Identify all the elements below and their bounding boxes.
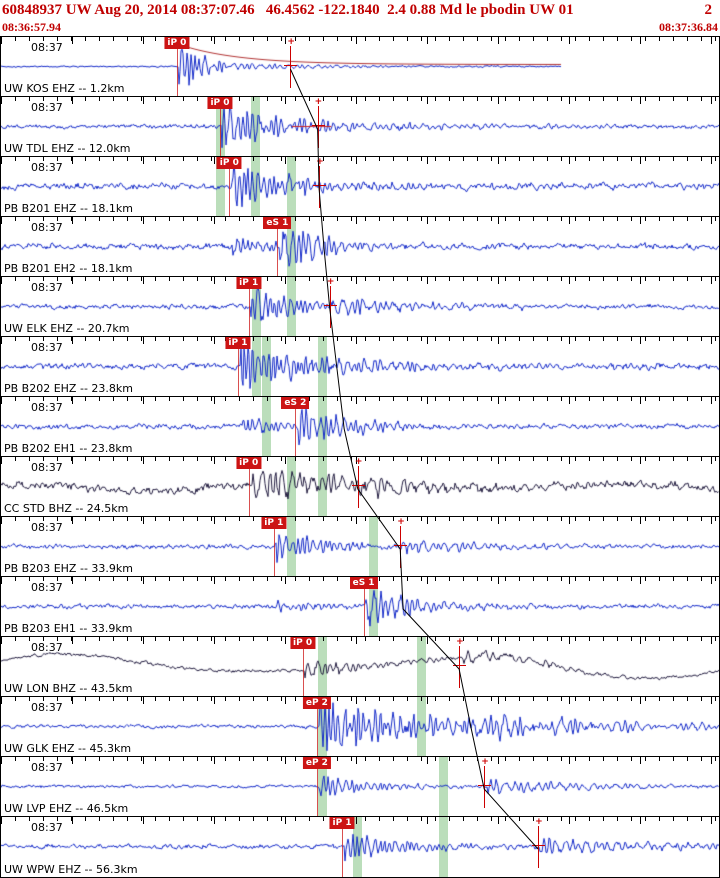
phase-pick-marker[interactable]: iP 1 (225, 337, 251, 349)
phase-pick-marker[interactable]: iP 0 (216, 157, 242, 169)
s-arrival-marker[interactable] (394, 517, 408, 568)
station-label: PB B202 EH1 -- 23.8km (4, 442, 133, 455)
pick-line (248, 457, 250, 516)
event-header-row: 60848937 UW Aug 20, 2014 08:37:07.46 46.… (0, 0, 720, 20)
time-ticks (1, 397, 719, 404)
s-arrival-marker[interactable] (478, 757, 492, 808)
phase-pick-marker[interactable]: iP 1 (236, 277, 262, 289)
trace-minute-label: 08:37 (31, 341, 63, 354)
time-ticks (1, 637, 719, 644)
pick-line (176, 37, 178, 96)
station-label: UW ELK EHZ -- 20.7km (4, 322, 130, 335)
header: 60848937 UW Aug 20, 2014 08:37:07.46 46.… (0, 0, 720, 36)
s-arrival-marker[interactable] (351, 457, 365, 508)
s-arrival-marker[interactable] (284, 37, 298, 88)
window-end-time: 08:37:36.84 (659, 20, 718, 34)
s-arrival-marker[interactable] (323, 277, 337, 328)
station-label: UW TDL EHZ -- 12.0km (4, 142, 131, 155)
trace-panel[interactable]: 08:37 PB B201 EHZ -- 18.1km iP 0 (1, 157, 719, 217)
trace-minute-label: 08:37 (31, 701, 63, 714)
pick-line (219, 97, 221, 156)
pick-line (237, 337, 239, 396)
trace-panel[interactable]: 08:37 UW GLK EHZ -- 45.3km eP 2 (1, 697, 719, 757)
phase-pick-marker[interactable]: iP 1 (329, 817, 355, 829)
trace-minute-label: 08:37 (31, 461, 63, 474)
trace-minute-label: 08:37 (31, 521, 63, 534)
trace-panel[interactable]: 08:37 PB B202 EH1 -- 23.8km eS 2 (1, 397, 719, 457)
pick-line (273, 517, 275, 576)
station-label: UW LVP EHZ -- 46.5km (4, 802, 129, 815)
time-ticks (1, 757, 719, 764)
time-ticks (1, 517, 719, 524)
trace-minute-label: 08:37 (31, 101, 63, 114)
time-ticks (1, 97, 719, 104)
trace-panel[interactable]: 08:37 PB B202 EHZ -- 23.8km iP 1 (1, 337, 719, 397)
trace-stack: 08:37 UW KOS EHZ -- 1.2km iP 0 08:37 UW TDL … (1, 37, 719, 877)
station-label: UW GLK EHZ -- 45.3km (4, 742, 132, 755)
trace-minute-label: 08:37 (31, 221, 63, 234)
trace-panel[interactable]: 08:37 PB B201 EH2 -- 18.1km eS 1 (1, 217, 719, 277)
phase-pick-marker[interactable]: eP 2 (302, 697, 331, 709)
phase-pick-marker[interactable]: iP 0 (290, 637, 316, 649)
trace-panel[interactable]: 08:37 PB B203 EH1 -- 33.9km eS 1 (1, 577, 719, 637)
station-label: UW WPW EHZ -- 56.3km (4, 863, 138, 876)
trace-panel[interactable]: 08:37 UW LON BHZ -- 43.5km iP 0 (1, 637, 719, 697)
phase-pick-marker[interactable]: iP 0 (236, 457, 262, 469)
time-ticks (1, 817, 719, 824)
trace-panel[interactable]: 08:37 UW KOS EHZ -- 1.2km iP 0 (1, 37, 719, 97)
trace-minute-label: 08:37 (31, 41, 63, 54)
phase-pick-marker[interactable]: iP 0 (164, 37, 190, 49)
trace-minute-label: 08:37 (31, 581, 63, 594)
time-ticks (1, 697, 719, 704)
trace-minute-label: 08:37 (31, 281, 63, 294)
phase-pick-marker[interactable]: eP 2 (302, 757, 331, 769)
s-arrival-marker[interactable] (313, 157, 327, 208)
station-label: CC STD BHZ -- 24.5km (4, 502, 129, 515)
trace-panel[interactable]: 08:37 UW TDL EHZ -- 12.0km iP 0 (1, 97, 719, 157)
window-start-time: 08:36:57.94 (2, 20, 61, 34)
time-window-row: 08:36:57.94 08:37:36.84 (0, 20, 720, 36)
trace-panel[interactable]: 08:37 CC STD BHZ -- 24.5km iP 0 (1, 457, 719, 517)
station-label: UW KOS EHZ -- 1.2km (4, 82, 125, 95)
time-ticks (1, 157, 719, 164)
station-label: PB B201 EH2 -- 18.1km (4, 262, 133, 275)
station-label: PB B203 EH1 -- 33.9km (4, 622, 133, 635)
time-ticks (1, 217, 719, 224)
pick-line (229, 157, 231, 216)
trace-panel[interactable]: 08:37 UW LVP EHZ -- 46.5km eP 2 (1, 757, 719, 817)
station-label: PB B203 EHZ -- 33.9km (4, 562, 133, 575)
trace-minute-label: 08:37 (31, 761, 63, 774)
s-arrival-marker[interactable] (453, 637, 467, 688)
station-label: PB B201 EHZ -- 18.1km (4, 202, 133, 215)
trace-minute-label: 08:37 (31, 401, 63, 414)
trace-panel[interactable]: 08:37 UW ELK EHZ -- 20.7km iP 1 (1, 277, 719, 337)
pick-line (277, 217, 279, 276)
phase-pick-marker[interactable]: iP 0 (207, 97, 233, 109)
trace-minute-label: 08:37 (31, 821, 63, 834)
phase-pick-marker[interactable]: eS 1 (349, 577, 378, 589)
page-indicator: 2 (704, 2, 713, 18)
station-label: UW LON BHZ -- 43.5km (4, 682, 133, 695)
phase-pick-marker[interactable]: iP 1 (261, 517, 287, 529)
phase-pick-marker[interactable]: eS 1 (263, 217, 292, 229)
time-ticks (1, 337, 719, 344)
time-ticks (1, 277, 719, 284)
trace-minute-label: 08:37 (31, 641, 63, 654)
trace-minute-label: 08:37 (31, 161, 63, 174)
s-arrival-marker[interactable] (532, 817, 546, 868)
s-arrival-marker[interactable] (311, 97, 325, 148)
time-ticks (1, 37, 719, 44)
phase-pick-marker[interactable]: eS 2 (281, 397, 310, 409)
seismogram-view[interactable]: 08:37 UW KOS EHZ -- 1.2km iP 0 08:37 UW TDL … (0, 36, 720, 878)
station-label: PB B202 EHZ -- 23.8km (4, 382, 133, 395)
trace-panel[interactable]: 08:37 UW WPW EHZ -- 56.3km iP 1 (1, 817, 719, 877)
event-summary: 60848937 UW Aug 20, 2014 08:37:07.46 46.… (2, 2, 574, 18)
trace-panel[interactable]: 08:37 PB B203 EHZ -- 33.9km iP 1 (1, 517, 719, 577)
pick-line (248, 277, 250, 336)
